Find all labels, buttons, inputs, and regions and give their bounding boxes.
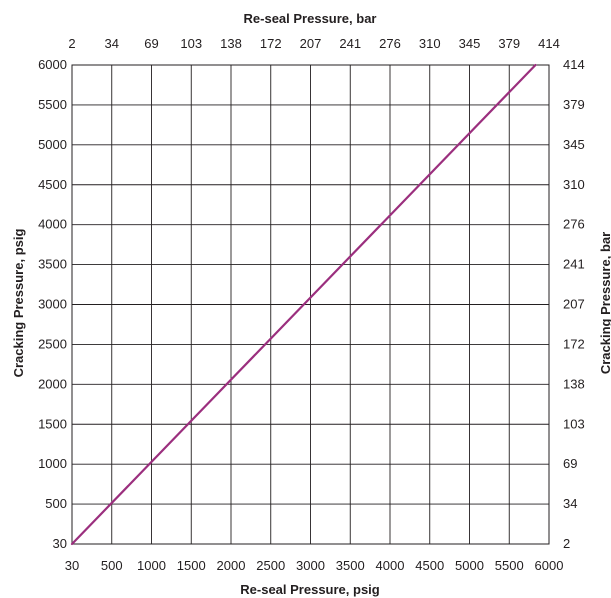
y2-tick-label: 310 (563, 177, 585, 192)
y-tick-label: 2500 (38, 336, 67, 351)
y2-tick-label: 276 (563, 217, 585, 232)
x-tick-label: 1000 (137, 558, 166, 573)
x-tick-label: 4000 (376, 558, 405, 573)
y2-tick-label: 172 (563, 336, 585, 351)
grid (71, 64, 550, 545)
x-tick-label: 30 (65, 558, 79, 573)
x2-axis-title: Re-seal Pressure, bar (244, 11, 377, 26)
x-tick-label: 2500 (256, 558, 285, 573)
x-tick-label: 3000 (296, 558, 325, 573)
x-axis-title: Re-seal Pressure, psig (240, 582, 380, 597)
x2-tick-label: 276 (379, 36, 401, 51)
y2-tick-label: 2 (563, 536, 570, 551)
y-tick-label: 4000 (38, 217, 67, 232)
y-tick-label: 4500 (38, 177, 67, 192)
y-axis-title: Cracking Pressure, psig (11, 229, 26, 378)
x2-tick-label: 345 (459, 36, 481, 51)
y-tick-label: 500 (45, 496, 67, 511)
y-tick-label: 3000 (38, 297, 67, 312)
y2-tick-label: 241 (563, 257, 585, 272)
x2-tick-label: 414 (538, 36, 560, 51)
x2-tick-label: 69 (144, 36, 158, 51)
y2-tick-label: 138 (563, 376, 585, 391)
y-tick-label: 6000 (38, 57, 67, 72)
x2-tick-label: 310 (419, 36, 441, 51)
x2-tick-label: 2 (68, 36, 75, 51)
y2-axis-title: Cracking Pressure, bar (598, 232, 611, 374)
y-tick-label: 2000 (38, 376, 67, 391)
x2-tick-label: 207 (300, 36, 322, 51)
x2-tick-label: 103 (180, 36, 202, 51)
series-line (70, 63, 537, 546)
y-tick-label: 5000 (38, 137, 67, 152)
x2-tick-label: 172 (260, 36, 282, 51)
y-tick-label: 3500 (38, 257, 67, 272)
y-tick-label: 5500 (38, 97, 67, 112)
x2-tick-label: 34 (105, 36, 119, 51)
x2-tick-label: 241 (339, 36, 361, 51)
y2-tick-label: 69 (563, 456, 577, 471)
series (70, 63, 537, 546)
x-tick-label: 5000 (455, 558, 484, 573)
y-tick-label: 30 (53, 536, 67, 551)
x2-tick-label: 138 (220, 36, 242, 51)
x-tick-label: 3500 (336, 558, 365, 573)
x-tick-label: 500 (101, 558, 123, 573)
x-tick-label: 2000 (217, 558, 246, 573)
x-tick-label: 6000 (535, 558, 564, 573)
y2-tick-label: 207 (563, 297, 585, 312)
y2-tick-label: 379 (563, 97, 585, 112)
y-tick-label: 1000 (38, 456, 67, 471)
y2-tick-label: 103 (563, 416, 585, 431)
x-tick-label: 5500 (495, 558, 524, 573)
y2-tick-label: 345 (563, 137, 585, 152)
y2-tick-label: 414 (563, 57, 585, 72)
y-tick-label: 1500 (38, 416, 67, 431)
y2-tick-label: 34 (563, 496, 577, 511)
x-tick-label: 1500 (177, 558, 206, 573)
x2-tick-label: 379 (498, 36, 520, 51)
x-tick-label: 4500 (415, 558, 444, 573)
tick-labels: 30 500 1000 1500 2000 2500 3000 3500 4000 4500 500… (38, 36, 585, 573)
